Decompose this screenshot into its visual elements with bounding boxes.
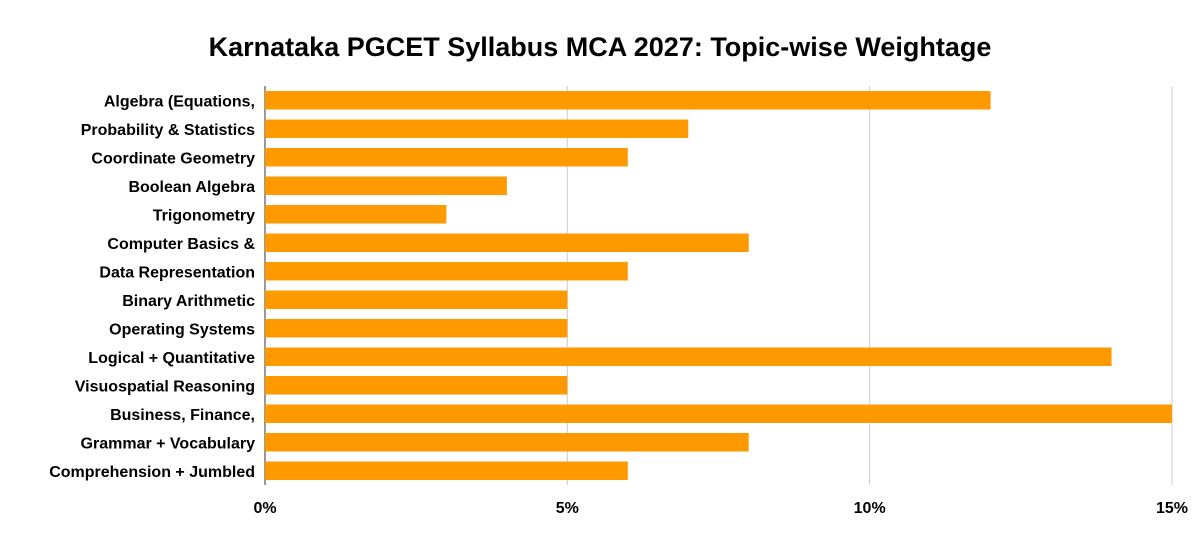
bar bbox=[265, 347, 1112, 366]
category-label: Logical + Quantitative bbox=[88, 350, 255, 367]
category-label: Comprehension + Jumbled bbox=[49, 464, 255, 481]
bar bbox=[265, 176, 507, 195]
category-label: Business, Finance, bbox=[110, 407, 255, 424]
bar bbox=[265, 262, 628, 281]
x-tick-label: 5% bbox=[556, 500, 579, 517]
bar bbox=[265, 290, 568, 309]
category-label: Coordinate Geometry bbox=[91, 150, 255, 167]
category-label: Visuospatial Reasoning bbox=[75, 378, 255, 395]
bar bbox=[265, 404, 1172, 423]
category-label: Probability & Statistics bbox=[81, 122, 255, 139]
bar bbox=[265, 319, 568, 338]
bar bbox=[265, 205, 447, 224]
category-label: Algebra (Equations, bbox=[104, 93, 255, 110]
bar bbox=[265, 119, 689, 138]
x-tick-label: 15% bbox=[1156, 500, 1188, 517]
gridlines bbox=[264, 86, 1173, 485]
x-tick-labels: 0% 5% 10% 15% bbox=[253, 500, 1188, 517]
bar bbox=[265, 461, 628, 480]
category-label: Computer Basics & bbox=[107, 236, 255, 253]
category-label: Trigonometry bbox=[153, 207, 255, 224]
chart-title: Karnataka PGCET Syllabus MCA 2027: Topic… bbox=[209, 32, 992, 62]
category-label: Boolean Algebra bbox=[128, 179, 255, 196]
bar bbox=[265, 433, 749, 452]
bar bbox=[265, 233, 749, 252]
category-label: Binary Arithmetic bbox=[122, 293, 255, 310]
category-labels: Algebra (Equations, Probability & Statist… bbox=[49, 93, 255, 481]
bar bbox=[265, 376, 568, 395]
bars bbox=[265, 91, 1172, 480]
category-label: Grammar + Vocabulary bbox=[81, 435, 256, 452]
category-label: Operating Systems bbox=[109, 321, 255, 338]
x-tick-label: 10% bbox=[854, 500, 886, 517]
bar bbox=[265, 148, 628, 167]
category-label: Data Representation bbox=[99, 264, 255, 281]
bar bbox=[265, 91, 991, 110]
x-tick-label: 0% bbox=[253, 500, 276, 517]
